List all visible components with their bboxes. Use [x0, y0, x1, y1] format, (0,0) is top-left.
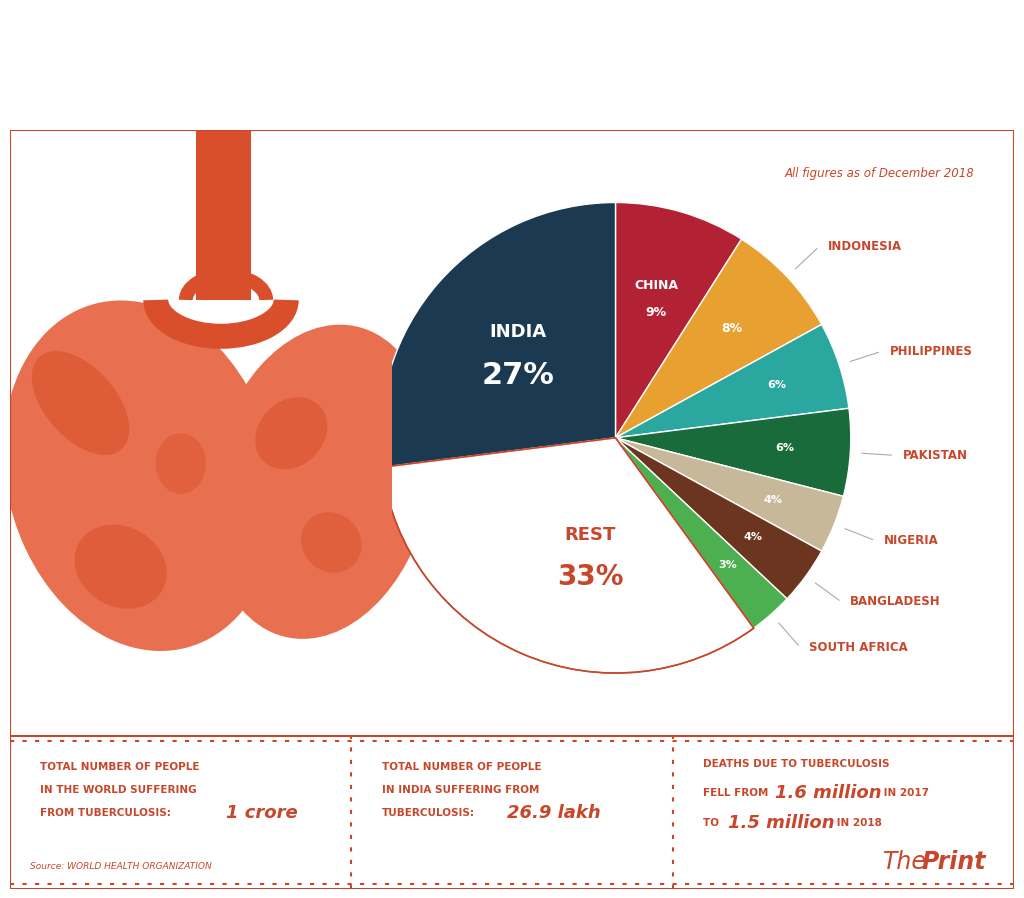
Text: 6%: 6%	[767, 381, 786, 391]
Text: 8%: 8%	[722, 321, 742, 335]
Wedge shape	[615, 324, 849, 438]
Bar	[196, 130, 251, 300]
Wedge shape	[615, 409, 851, 497]
Text: REST: REST	[565, 526, 616, 544]
Ellipse shape	[32, 351, 129, 455]
Ellipse shape	[255, 397, 328, 470]
Text: 3%: 3%	[718, 559, 737, 570]
Wedge shape	[382, 438, 754, 673]
Text: PAKISTAN: PAKISTAN	[903, 449, 968, 462]
Text: NIGERIA: NIGERIA	[884, 534, 939, 547]
Text: DEATHS DUE TO TUBERCULOSIS: DEATHS DUE TO TUBERCULOSIS	[702, 759, 889, 769]
Ellipse shape	[209, 325, 433, 638]
Ellipse shape	[3, 301, 279, 651]
Text: FROM TUBERCULOSIS:: FROM TUBERCULOSIS:	[40, 807, 171, 818]
Text: 4%: 4%	[764, 495, 782, 506]
Text: 1.5 million: 1.5 million	[728, 814, 835, 832]
Text: TUBERCULOSIS:: TUBERCULOSIS:	[382, 807, 474, 818]
Text: All figures as of December 2018: All figures as of December 2018	[784, 167, 974, 180]
Text: CHINA: CHINA	[634, 279, 678, 293]
Wedge shape	[615, 239, 821, 438]
Text: TOTAL NUMBER OF PEOPLE: TOTAL NUMBER OF PEOPLE	[382, 762, 541, 772]
Text: BANGLADESH: BANGLADESH	[850, 595, 941, 609]
Text: Print: Print	[922, 850, 986, 874]
Text: 1.6 million: 1.6 million	[775, 784, 882, 802]
Ellipse shape	[301, 512, 361, 573]
Text: TOTAL NUMBER OF PEOPLE: TOTAL NUMBER OF PEOPLE	[40, 762, 200, 772]
Text: IN THE WORLD SUFFERING: IN THE WORLD SUFFERING	[40, 785, 197, 795]
Text: The: The	[884, 850, 927, 874]
Ellipse shape	[156, 434, 206, 494]
Wedge shape	[615, 438, 821, 599]
Text: Source: WORLD HEALTH ORGANIZATION: Source: WORLD HEALTH ORGANIZATION	[31, 861, 212, 871]
Wedge shape	[380, 202, 615, 467]
Text: 9%: 9%	[645, 306, 667, 319]
Text: IN INDIA SUFFERING FROM: IN INDIA SUFFERING FROM	[382, 785, 539, 795]
Text: 4%: 4%	[743, 533, 762, 542]
Text: PHILIPPINES: PHILIPPINES	[890, 345, 973, 358]
Text: INDIA: INDIA	[489, 322, 547, 340]
Wedge shape	[615, 438, 787, 628]
Wedge shape	[615, 438, 844, 551]
Text: 33%: 33%	[557, 562, 624, 591]
Text: 1 crore: 1 crore	[226, 804, 298, 822]
Text: IN 2018: IN 2018	[834, 818, 882, 828]
Text: 26.9 lakh: 26.9 lakh	[507, 804, 601, 822]
Text: IN 2017: IN 2017	[881, 788, 930, 797]
Text: FELL FROM: FELL FROM	[702, 788, 772, 797]
Wedge shape	[615, 202, 741, 438]
Text: 6%: 6%	[775, 444, 794, 453]
Text: INDONESIA: INDONESIA	[828, 240, 902, 253]
Text: 27%: 27%	[482, 361, 555, 391]
Text: INDIA HAS LARGEST NUMBER OF TUBERCULOSIS PATIENTS IN THE WORLD: INDIA HAS LARGEST NUMBER OF TUBERCULOSIS…	[57, 40, 967, 111]
Ellipse shape	[75, 524, 167, 609]
Text: SOUTH AFRICA: SOUTH AFRICA	[809, 641, 908, 654]
Text: TO: TO	[702, 818, 722, 828]
